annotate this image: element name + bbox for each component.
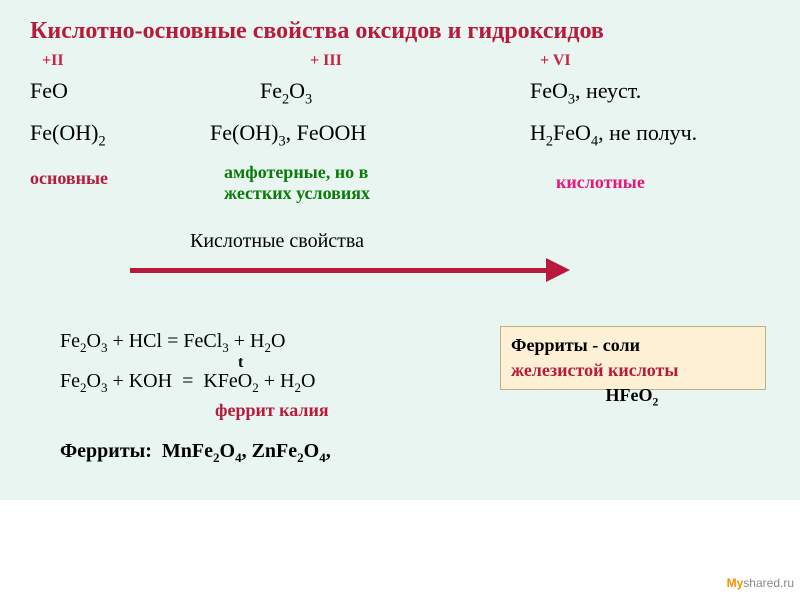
- oxide-feo: FeO: [30, 78, 68, 104]
- hydroxide-feoh2: Fe(OH)2: [30, 120, 106, 150]
- oxide-fe2o3: Fe2O3: [260, 78, 312, 108]
- watermark-prefix: My: [727, 576, 744, 590]
- hydroxide-h2feo4: H2FeO4, не получ.: [530, 120, 697, 150]
- ferrites-examples: Ферриты: MnFe2O4, ZnFe2O4,: [60, 440, 331, 466]
- watermark-suffix: shared.ru: [743, 576, 794, 590]
- ferrites-box-line2: железистой кислоты: [511, 360, 678, 380]
- watermark: Myshared.ru: [650, 570, 800, 600]
- oxstate-col2: + III: [310, 52, 342, 70]
- oxstate-col1: +II: [42, 52, 64, 70]
- arrow-line: [130, 268, 550, 273]
- class-acidic: кислотные: [556, 172, 645, 193]
- hydroxide-feoh3: Fe(OH)3, FeOOH: [210, 120, 366, 150]
- arrow-label: Кислотные свойства: [190, 230, 364, 253]
- equation-2-product-label: феррит калия: [215, 400, 329, 421]
- equation-2: Fe2O3 + KOH = KFeO2 + H2O: [60, 370, 315, 396]
- arrow-head-icon: [546, 258, 570, 282]
- page-title: Кислотно-основные свойства оксидов и гид…: [0, 0, 800, 45]
- class-basic: основные: [30, 168, 108, 189]
- ferrites-definition-box: Ферриты - соли железистой кислоты HFeO2: [500, 326, 766, 390]
- class-amphoteric: амфотерные, но в жестких условиях: [224, 162, 424, 204]
- oxide-feo3: FeO3, неуст.: [530, 78, 641, 108]
- oxstate-col3: + VI: [540, 52, 571, 70]
- equation-1: Fe2O3 + HCl = FeCl3 + H2O: [60, 330, 285, 356]
- ferrites-box-line1: Ферриты - соли: [511, 335, 640, 355]
- acidity-arrow: [130, 262, 570, 282]
- ferrites-box-formula: HFeO2: [511, 385, 658, 405]
